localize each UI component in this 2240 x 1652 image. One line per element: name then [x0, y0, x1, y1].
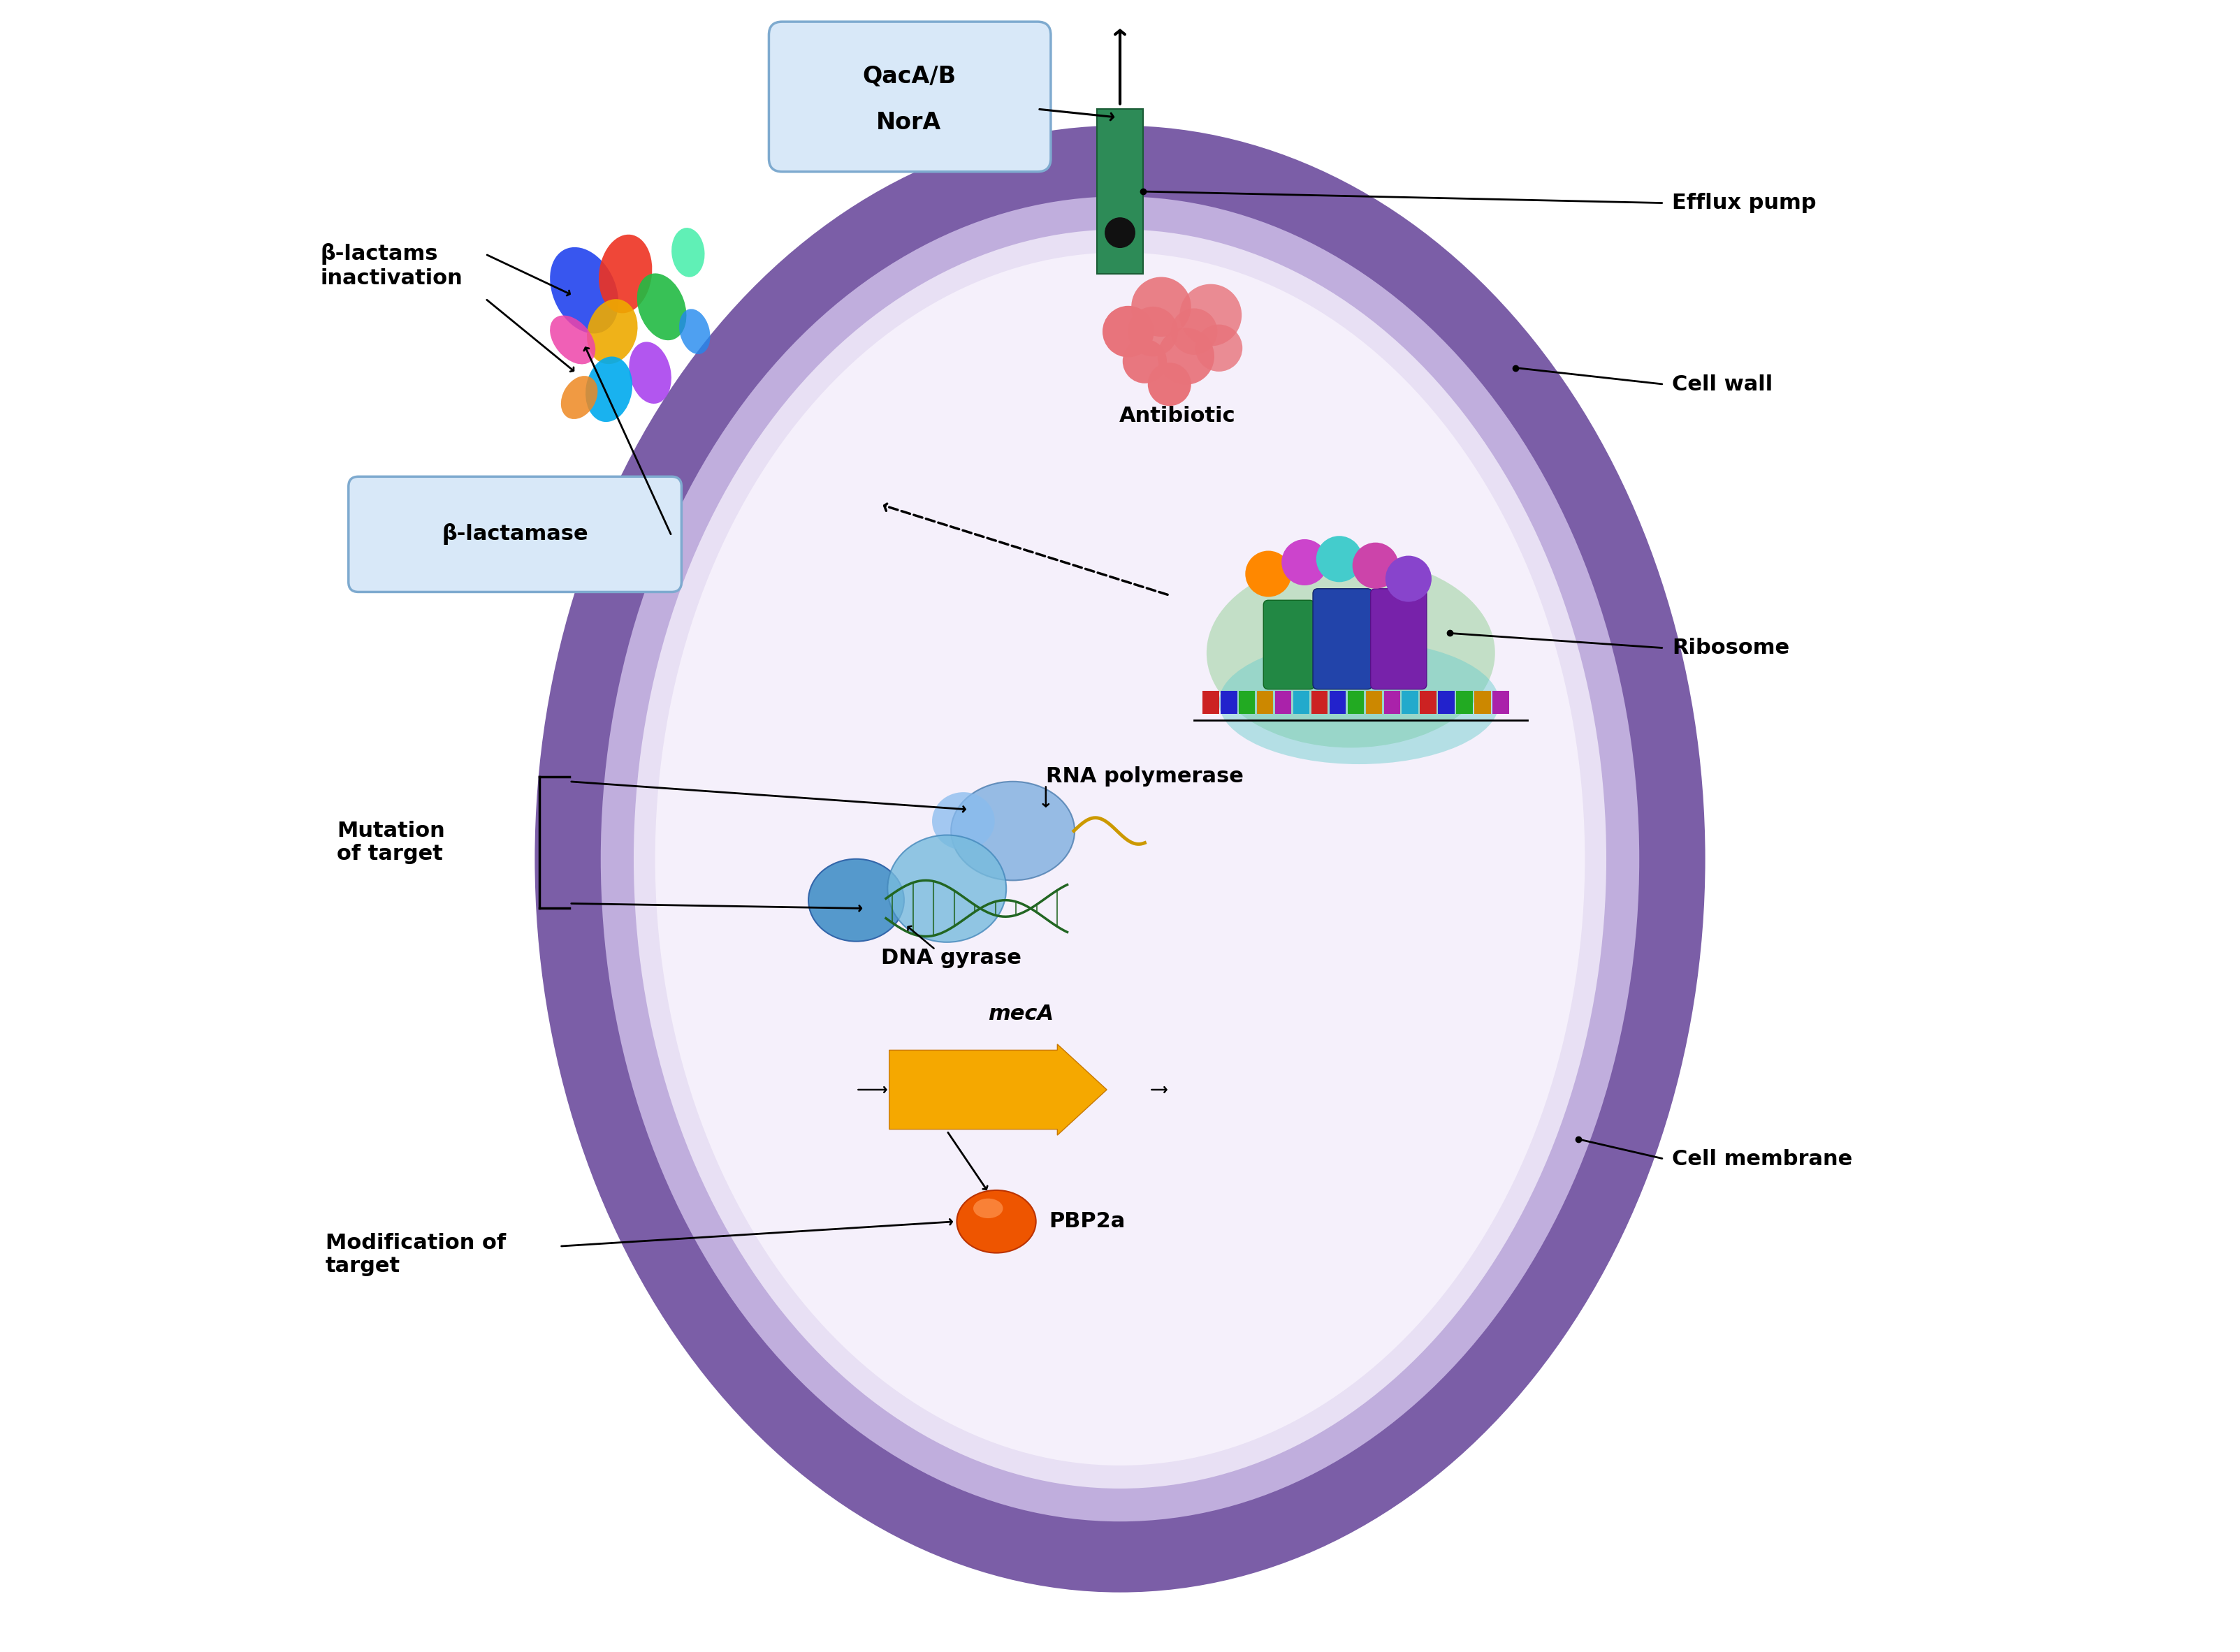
Bar	[1384, 691, 1400, 714]
Ellipse shape	[634, 230, 1606, 1488]
Circle shape	[1245, 550, 1292, 596]
Ellipse shape	[560, 377, 598, 420]
Ellipse shape	[654, 253, 1586, 1465]
Text: Modification of
target: Modification of target	[325, 1232, 506, 1277]
Ellipse shape	[974, 1198, 1004, 1218]
Circle shape	[1353, 542, 1398, 588]
Bar	[1402, 691, 1418, 714]
Ellipse shape	[636, 273, 685, 340]
FancyArrow shape	[889, 1044, 1107, 1135]
FancyBboxPatch shape	[1371, 588, 1427, 689]
Ellipse shape	[809, 859, 905, 942]
Text: β-lactams
inactivation: β-lactams inactivation	[320, 243, 464, 287]
Bar	[1456, 691, 1472, 714]
Bar	[1348, 691, 1364, 714]
FancyBboxPatch shape	[349, 476, 681, 591]
Text: Efflux pump: Efflux pump	[1673, 193, 1817, 213]
Bar	[1492, 691, 1510, 714]
Text: Cell wall: Cell wall	[1673, 373, 1774, 395]
Bar	[1310, 691, 1328, 714]
Ellipse shape	[952, 781, 1075, 881]
Circle shape	[1104, 218, 1136, 248]
Ellipse shape	[585, 357, 632, 421]
Ellipse shape	[672, 228, 706, 278]
Circle shape	[1129, 307, 1178, 357]
Bar	[1239, 691, 1254, 714]
Ellipse shape	[679, 309, 710, 354]
Ellipse shape	[535, 126, 1705, 1593]
Ellipse shape	[600, 197, 1640, 1521]
FancyBboxPatch shape	[1313, 588, 1373, 689]
Ellipse shape	[551, 248, 618, 334]
FancyBboxPatch shape	[768, 21, 1051, 172]
Ellipse shape	[956, 1189, 1035, 1252]
Ellipse shape	[598, 235, 652, 314]
Circle shape	[1147, 363, 1192, 406]
Ellipse shape	[932, 793, 995, 849]
Text: DNA gyrase: DNA gyrase	[880, 948, 1021, 968]
Text: Ribosome: Ribosome	[1673, 638, 1790, 657]
Bar	[1438, 691, 1454, 714]
Circle shape	[1102, 306, 1154, 357]
Text: Cell membrane: Cell membrane	[1673, 1148, 1852, 1170]
Bar	[1292, 691, 1310, 714]
Ellipse shape	[629, 342, 672, 403]
Bar	[1257, 691, 1272, 714]
Text: QacA/B: QacA/B	[862, 64, 956, 88]
Circle shape	[1172, 309, 1216, 355]
Text: mecA: mecA	[988, 1003, 1055, 1024]
Ellipse shape	[551, 316, 596, 363]
Bar	[1474, 691, 1492, 714]
Text: PBP2a: PBP2a	[1048, 1211, 1124, 1232]
Bar	[1366, 691, 1382, 714]
Circle shape	[1180, 284, 1241, 347]
Bar	[1328, 691, 1346, 714]
Bar	[1203, 691, 1219, 714]
Ellipse shape	[887, 834, 1006, 942]
Bar	[1420, 691, 1436, 714]
Text: RNA polymerase: RNA polymerase	[1046, 767, 1243, 786]
Text: NorA: NorA	[876, 111, 941, 134]
Text: β-lactamase: β-lactamase	[441, 524, 589, 545]
Circle shape	[1131, 278, 1192, 337]
Ellipse shape	[587, 299, 638, 363]
Circle shape	[1317, 535, 1362, 582]
Ellipse shape	[1207, 558, 1494, 748]
Bar	[1098, 109, 1142, 274]
Circle shape	[1158, 329, 1214, 385]
Ellipse shape	[1219, 641, 1499, 765]
Text: Antibiotic: Antibiotic	[1120, 406, 1236, 426]
Text: Mutation
of target: Mutation of target	[336, 821, 446, 864]
Circle shape	[1384, 555, 1431, 601]
Bar	[1221, 691, 1236, 714]
FancyBboxPatch shape	[1263, 600, 1315, 689]
Bar	[1275, 691, 1292, 714]
Circle shape	[1281, 539, 1328, 585]
Circle shape	[1122, 339, 1167, 383]
Circle shape	[1196, 324, 1243, 372]
